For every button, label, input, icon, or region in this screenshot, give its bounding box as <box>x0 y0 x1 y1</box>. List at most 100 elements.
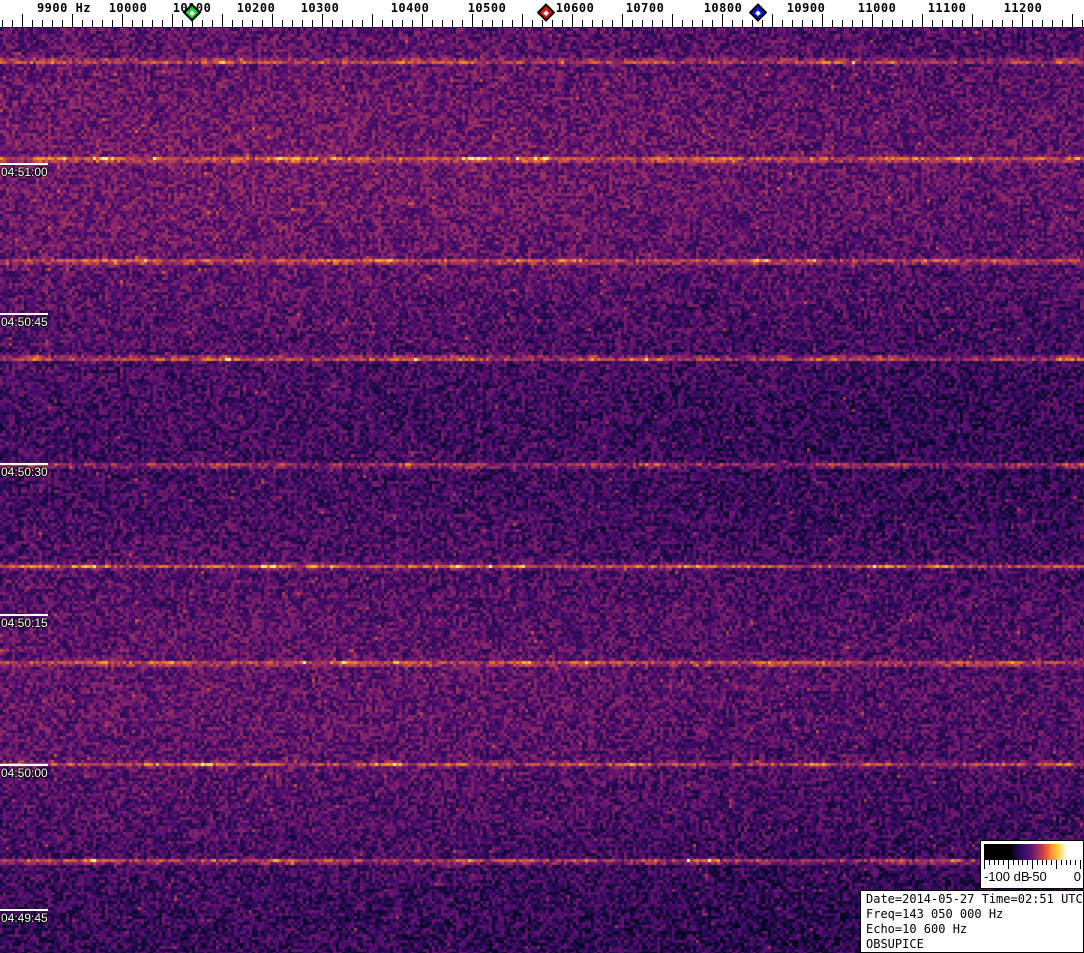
axis-baseline <box>0 27 1084 28</box>
info-station: OBSUPICE <box>866 937 924 951</box>
axis-tick <box>702 20 703 28</box>
axis-tick <box>982 20 983 28</box>
colorbar-tick <box>994 860 995 865</box>
colorbar-tick <box>998 860 999 865</box>
colorbar-tick <box>1003 860 1004 865</box>
axis-tick <box>482 20 483 28</box>
time-tick <box>0 614 48 616</box>
frequency-label: 11200 <box>1003 1 1043 15</box>
waterfall-display[interactable]: 04:51:00 04:50:45 04:50:30 04:50:15 04:50:00… <box>0 28 1084 953</box>
axis-tick <box>302 20 303 28</box>
axis-tick <box>952 20 953 28</box>
axis-tick <box>602 20 603 28</box>
frequency-label: 10800 <box>703 1 743 15</box>
time-tick <box>0 909 48 911</box>
info-box: Date=2014-05-27 Time=02:51 UTC Freq=143 … <box>860 890 1084 953</box>
axis-tick <box>592 20 593 28</box>
axis-tick <box>82 20 83 28</box>
axis-tick <box>1072 14 1073 28</box>
axis-tick <box>122 14 123 28</box>
frequency-axis[interactable]: 9900 Hz100001010010200103001040010500106… <box>0 0 1084 28</box>
axis-tick <box>102 20 103 28</box>
marker-blue-icon[interactable] <box>748 3 768 22</box>
frequency-label: 10200 <box>236 1 276 15</box>
colorbar-tick <box>984 860 985 869</box>
axis-tick <box>772 14 773 28</box>
marker-red-icon[interactable] <box>536 3 556 22</box>
axis-tick <box>492 20 493 28</box>
axis-tick <box>832 20 833 28</box>
axis-tick <box>262 20 263 28</box>
colorbar-tick <box>989 860 990 865</box>
time-label: 04:50:45 <box>1 315 48 329</box>
axis-tick <box>932 20 933 28</box>
axis-tick <box>52 20 53 28</box>
colorbar-tick <box>1032 860 1033 869</box>
axis-tick <box>382 20 383 28</box>
colorbar-gradient <box>984 844 1081 860</box>
time-label: 04:50:30 <box>1 465 48 479</box>
info-echo: Echo=10 600 Hz <box>866 922 968 936</box>
axis-tick <box>252 20 253 28</box>
colorbar-tick <box>1037 860 1038 865</box>
frequency-label: 10900 <box>786 1 826 15</box>
axis-tick <box>112 20 113 28</box>
axis-tick <box>872 14 873 28</box>
axis-tick <box>912 20 913 28</box>
colorbar-tick <box>1008 860 1009 869</box>
axis-tick <box>222 14 223 28</box>
axis-tick <box>362 20 363 28</box>
axis-tick <box>842 20 843 28</box>
axis-tick <box>212 20 213 28</box>
time-label: 04:50:00 <box>1 766 48 780</box>
axis-tick <box>562 20 563 28</box>
axis-tick <box>22 14 23 28</box>
axis-tick <box>642 20 643 28</box>
axis-tick <box>892 20 893 28</box>
axis-tick <box>1082 20 1083 28</box>
colorbar-tick <box>1080 860 1081 869</box>
axis-tick <box>962 20 963 28</box>
axis-tick <box>442 20 443 28</box>
frequency-label: 10500 <box>467 1 507 15</box>
axis-tick <box>902 20 903 28</box>
axis-tick <box>682 20 683 28</box>
frequency-label: 11000 <box>857 1 897 15</box>
axis-tick <box>42 20 43 28</box>
axis-tick <box>652 20 653 28</box>
axis-tick <box>472 14 473 28</box>
axis-tick <box>662 20 663 28</box>
time-label: 04:51:00 <box>1 165 48 179</box>
axis-tick <box>782 20 783 28</box>
axis-tick <box>372 14 373 28</box>
axis-tick <box>62 20 63 28</box>
axis-tick <box>292 20 293 28</box>
colorbar-label-max: 0 <box>1073 869 1081 884</box>
axis-tick <box>152 20 153 28</box>
axis-tick <box>182 20 183 28</box>
axis-tick <box>192 20 193 28</box>
axis-tick <box>732 20 733 28</box>
info-frequency: Freq=143 050 000 Hz <box>866 907 1004 921</box>
axis-tick <box>1022 14 1023 28</box>
axis-tick <box>632 20 633 28</box>
colorbar-tick <box>1046 860 1047 865</box>
axis-tick <box>422 14 423 28</box>
spectrogram-canvas[interactable] <box>0 28 1084 953</box>
axis-tick <box>582 20 583 28</box>
axis-tick <box>612 20 613 28</box>
colorbar-tick <box>1013 860 1014 865</box>
axis-tick <box>32 20 33 28</box>
axis-tick <box>622 14 623 28</box>
axis-tick <box>452 20 453 28</box>
axis-tick <box>72 14 73 28</box>
colorbar-tick <box>1027 860 1028 865</box>
axis-tick <box>942 20 943 28</box>
axis-tick <box>272 14 273 28</box>
axis-tick <box>572 14 573 28</box>
colorbar-tick <box>1066 860 1067 865</box>
axis-tick <box>532 20 533 28</box>
frequency-label: 10000 <box>108 1 148 15</box>
axis-tick <box>712 20 713 28</box>
